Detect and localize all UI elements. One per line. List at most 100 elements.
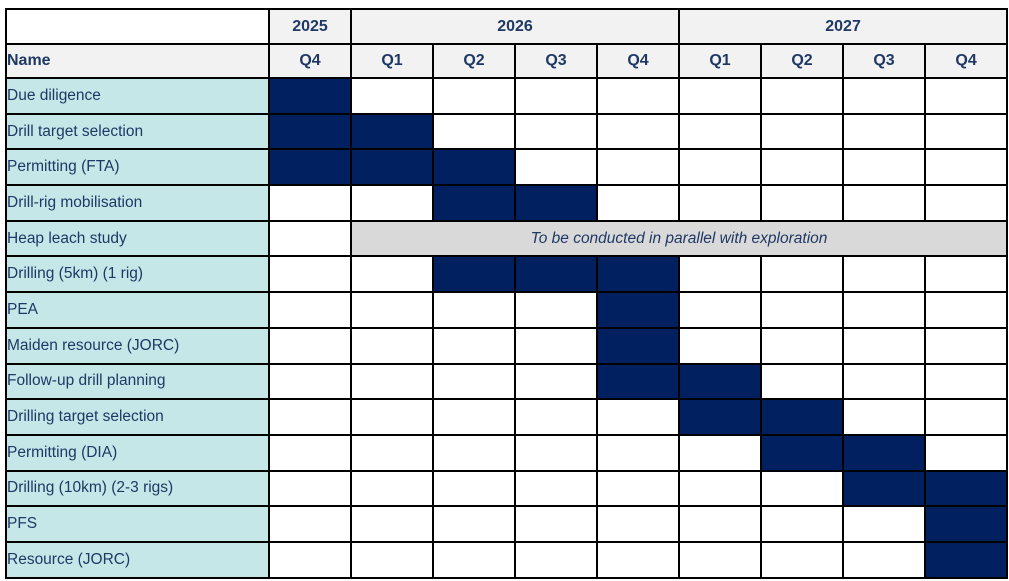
- gantt-empty-cell: [595, 148, 681, 187]
- gantt-empty-cell: [268, 433, 352, 472]
- task-name: Maiden resource (JORC): [5, 326, 270, 365]
- gantt-empty-cell: [595, 77, 681, 115]
- gantt-empty-cell: [760, 469, 845, 508]
- gantt-empty-cell: [432, 398, 516, 436]
- gantt-empty-cell: [924, 398, 1009, 436]
- gantt-empty-cell: [760, 291, 845, 329]
- gantt-empty-cell: [595, 433, 681, 472]
- task-name: Heap leach study: [5, 219, 270, 258]
- quarter-header-2026-q3: Q3: [514, 43, 598, 79]
- gantt-empty-cell: [268, 291, 352, 329]
- gantt-bar-cell: [924, 540, 1009, 579]
- task-row: Resource (JORC): [5, 540, 1009, 579]
- task-row: Drill target selection: [5, 112, 1009, 151]
- task-name: PEA: [5, 291, 270, 329]
- gantt-bar-cell: [595, 326, 681, 365]
- gantt-empty-cell: [268, 540, 352, 579]
- task-row: Drill-rig mobilisation: [5, 184, 1009, 222]
- year-2025: 2025: [268, 8, 352, 45]
- gantt-empty-cell: [842, 112, 927, 151]
- gantt-bar-cell: [268, 148, 352, 187]
- gantt-empty-cell: [432, 362, 516, 401]
- gantt-empty-cell: [842, 291, 927, 329]
- quarter-header-row: Name Q4 Q1 Q2 Q3 Q4 Q1 Q2 Q3 Q4: [5, 43, 1009, 79]
- gantt-empty-cell: [842, 77, 927, 115]
- gantt-empty-cell: [760, 184, 845, 222]
- gantt-empty-cell: [678, 77, 763, 115]
- gantt-bar-cell: [432, 255, 516, 294]
- quarter-header-2027-q2: Q2: [760, 43, 845, 79]
- gantt-empty-cell: [924, 362, 1009, 401]
- gantt-empty-cell: [924, 326, 1009, 365]
- gantt-empty-cell: [350, 255, 434, 294]
- quarter-header-2026-q2: Q2: [432, 43, 516, 79]
- gantt-empty-cell: [678, 540, 763, 579]
- gantt-empty-cell: [514, 540, 598, 579]
- gantt-empty-cell: [268, 469, 352, 508]
- gantt-empty-cell: [842, 540, 927, 579]
- gantt-empty-cell: [432, 112, 516, 151]
- gantt-empty-cell: [678, 184, 763, 222]
- gantt-empty-cell: [842, 505, 927, 543]
- gantt-empty-cell: [268, 184, 352, 222]
- task-row: PFS: [5, 505, 1009, 543]
- gantt-bar-cell: [268, 77, 352, 115]
- gantt-empty-cell: [514, 362, 598, 401]
- gantt-bar-cell: [842, 469, 927, 508]
- task-name: Permitting (DIA): [5, 433, 270, 472]
- gantt-empty-cell: [268, 362, 352, 401]
- task-name: Drill-rig mobilisation: [5, 184, 270, 222]
- gantt-empty-cell: [678, 112, 763, 151]
- gantt-bar-cell: [514, 255, 598, 294]
- quarter-header-2027-q4: Q4: [924, 43, 1009, 79]
- gantt-bar-cell: [432, 184, 516, 222]
- task-name: PFS: [5, 505, 270, 543]
- gantt-empty-cell: [350, 398, 434, 436]
- gantt-bar-cell: [432, 148, 516, 187]
- gantt-empty-cell: [842, 362, 927, 401]
- gantt-empty-cell: [678, 469, 763, 508]
- gantt-empty-cell: [514, 469, 598, 508]
- gantt-empty-cell: [350, 326, 434, 365]
- gantt-empty-cell: [924, 148, 1009, 187]
- gantt-empty-cell: [678, 148, 763, 187]
- task-name: Drilling target selection: [5, 398, 270, 436]
- gantt-bar-cell: [595, 291, 681, 329]
- task-row: PEA: [5, 291, 1009, 329]
- gantt-empty-cell: [350, 433, 434, 472]
- gantt-bar-cell: [514, 184, 598, 222]
- task-name: Resource (JORC): [5, 540, 270, 579]
- gantt-empty-cell: [924, 291, 1009, 329]
- gantt-empty-cell: [678, 433, 763, 472]
- gantt-empty-cell: [514, 112, 598, 151]
- gantt-empty-cell: [514, 77, 598, 115]
- task-name: Drilling (10km) (2-3 rigs): [5, 469, 270, 508]
- gantt-empty-cell: [268, 326, 352, 365]
- gantt-empty-cell: [432, 505, 516, 543]
- year-2027: 2027: [678, 8, 1009, 45]
- gantt-empty-cell: [842, 184, 927, 222]
- gantt-empty-cell: [924, 184, 1009, 222]
- gantt-empty-cell: [514, 148, 598, 187]
- task-row: Maiden resource (JORC): [5, 326, 1009, 365]
- task-name: Follow-up drill planning: [5, 362, 270, 401]
- gantt-empty-cell: [760, 148, 845, 187]
- gantt-empty-cell: [842, 326, 927, 365]
- gantt-empty-cell: [432, 326, 516, 365]
- task-row: Heap leach study To be conducted in paral…: [5, 219, 1009, 258]
- parallel-note: To be conducted in parallel with explora…: [349, 219, 1009, 258]
- gantt-empty-cell: [432, 433, 516, 472]
- gantt-table: 2025 2026 2027 Name Q4 Q1 Q2 Q3 Q4 Q1 Q2…: [5, 8, 1009, 579]
- task-name: Drill target selection: [5, 112, 270, 151]
- gantt-bar-cell: [268, 112, 352, 151]
- task-name: Drilling (5km) (1 rig): [5, 255, 270, 294]
- gantt-bar-cell: [760, 433, 845, 472]
- corner-cell: [5, 8, 270, 45]
- gantt-empty-cell: [350, 77, 434, 115]
- gantt-bar-cell: [924, 469, 1009, 508]
- gantt-empty-cell: [760, 77, 845, 115]
- gantt-bar-cell: [595, 255, 681, 294]
- task-name: Due diligence: [5, 77, 270, 115]
- task-row: Permitting (FTA): [5, 148, 1009, 187]
- gantt-empty-cell: [595, 398, 681, 436]
